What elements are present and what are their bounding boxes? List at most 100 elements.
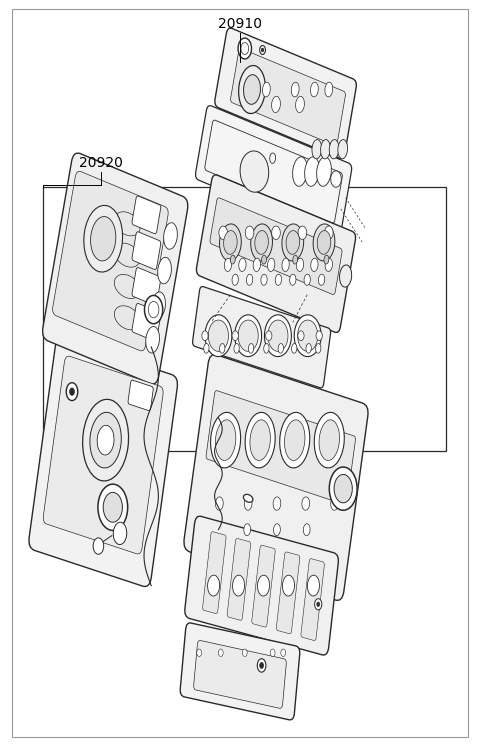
Ellipse shape (294, 315, 321, 357)
FancyBboxPatch shape (206, 391, 356, 504)
FancyBboxPatch shape (301, 559, 324, 641)
Ellipse shape (244, 497, 252, 510)
Ellipse shape (240, 151, 269, 192)
Ellipse shape (260, 662, 264, 668)
FancyBboxPatch shape (196, 175, 356, 333)
Ellipse shape (311, 258, 318, 272)
Ellipse shape (313, 224, 335, 261)
Ellipse shape (164, 223, 178, 249)
Ellipse shape (329, 140, 339, 159)
Ellipse shape (250, 420, 270, 460)
Ellipse shape (239, 66, 265, 113)
Ellipse shape (282, 224, 304, 261)
Ellipse shape (216, 420, 236, 460)
FancyBboxPatch shape (215, 28, 356, 158)
FancyBboxPatch shape (29, 339, 178, 586)
Ellipse shape (158, 257, 171, 283)
FancyBboxPatch shape (193, 641, 287, 708)
Ellipse shape (114, 243, 140, 267)
FancyBboxPatch shape (53, 172, 168, 351)
Ellipse shape (113, 522, 127, 545)
Ellipse shape (98, 484, 128, 530)
Ellipse shape (91, 216, 116, 261)
Ellipse shape (272, 96, 280, 113)
Ellipse shape (255, 231, 268, 254)
Ellipse shape (324, 255, 329, 264)
Ellipse shape (273, 497, 281, 510)
Ellipse shape (103, 492, 122, 522)
Ellipse shape (296, 258, 304, 272)
Ellipse shape (298, 226, 307, 239)
Ellipse shape (265, 330, 272, 341)
Ellipse shape (208, 320, 228, 351)
Ellipse shape (270, 153, 276, 163)
Ellipse shape (238, 320, 258, 351)
Ellipse shape (291, 344, 297, 353)
Ellipse shape (338, 140, 348, 159)
Ellipse shape (234, 344, 240, 353)
Ellipse shape (334, 474, 352, 503)
Ellipse shape (251, 224, 273, 261)
Ellipse shape (275, 275, 282, 285)
Ellipse shape (205, 315, 232, 357)
Ellipse shape (325, 258, 333, 272)
Ellipse shape (325, 82, 333, 97)
Ellipse shape (248, 344, 254, 353)
Text: 20920: 20920 (79, 156, 123, 170)
Ellipse shape (261, 48, 264, 52)
Ellipse shape (207, 575, 220, 596)
Ellipse shape (219, 224, 241, 261)
Ellipse shape (286, 231, 300, 254)
Ellipse shape (324, 226, 333, 239)
Ellipse shape (314, 413, 344, 468)
Ellipse shape (319, 420, 339, 460)
Ellipse shape (302, 497, 310, 510)
Ellipse shape (245, 226, 254, 239)
Ellipse shape (331, 497, 338, 510)
Ellipse shape (244, 524, 251, 536)
Ellipse shape (329, 467, 357, 510)
FancyBboxPatch shape (132, 232, 161, 269)
Ellipse shape (289, 275, 296, 285)
Ellipse shape (321, 140, 330, 159)
Ellipse shape (257, 575, 270, 596)
Ellipse shape (267, 258, 275, 272)
Ellipse shape (318, 275, 325, 285)
Ellipse shape (197, 649, 202, 656)
Ellipse shape (261, 275, 267, 285)
Ellipse shape (307, 575, 320, 596)
Ellipse shape (272, 226, 280, 239)
Ellipse shape (114, 306, 140, 330)
Ellipse shape (304, 275, 311, 285)
Ellipse shape (114, 275, 140, 298)
Ellipse shape (114, 212, 140, 236)
Ellipse shape (83, 399, 129, 481)
Ellipse shape (235, 315, 262, 357)
Ellipse shape (230, 255, 235, 264)
Ellipse shape (317, 231, 331, 254)
Ellipse shape (303, 524, 310, 536)
Ellipse shape (305, 157, 319, 186)
Ellipse shape (146, 327, 159, 353)
FancyBboxPatch shape (132, 268, 161, 305)
Text: 20910: 20910 (218, 17, 262, 31)
Ellipse shape (219, 226, 228, 239)
Ellipse shape (84, 205, 122, 272)
Ellipse shape (298, 330, 304, 341)
Ellipse shape (257, 659, 266, 672)
Ellipse shape (296, 96, 304, 113)
Ellipse shape (293, 255, 298, 264)
Ellipse shape (317, 157, 331, 186)
FancyBboxPatch shape (252, 545, 275, 627)
FancyBboxPatch shape (210, 198, 342, 295)
Ellipse shape (219, 344, 225, 353)
Ellipse shape (317, 602, 320, 606)
Ellipse shape (315, 344, 321, 353)
FancyBboxPatch shape (180, 623, 300, 720)
FancyBboxPatch shape (227, 539, 251, 621)
FancyBboxPatch shape (132, 304, 161, 341)
Ellipse shape (70, 388, 74, 395)
Ellipse shape (232, 330, 239, 341)
Ellipse shape (239, 258, 246, 272)
Ellipse shape (268, 320, 288, 351)
